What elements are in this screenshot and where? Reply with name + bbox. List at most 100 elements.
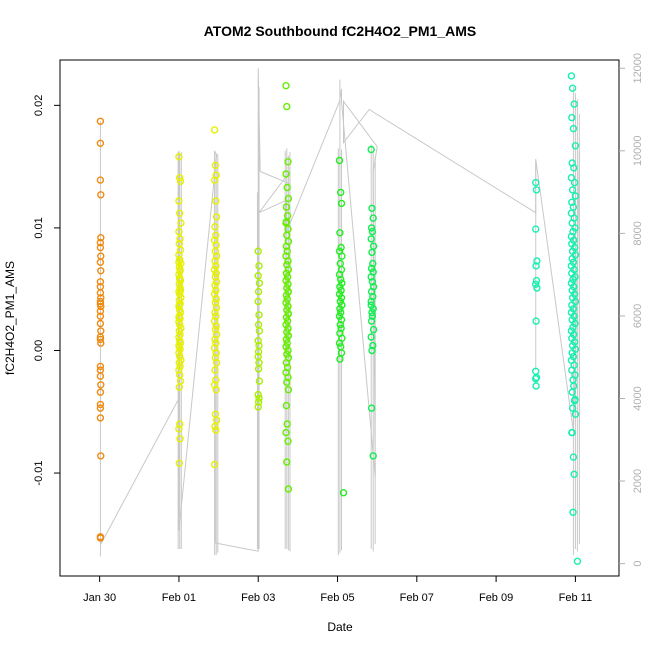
data-point-s6-23 xyxy=(369,341,377,350)
data-point-s8-66 xyxy=(568,428,576,437)
data-point-s3-3 xyxy=(255,279,264,287)
data-point-s7-4 xyxy=(532,262,540,270)
data-point-s0-18 xyxy=(96,312,105,320)
data-point-s1-48 xyxy=(175,383,184,391)
data-point-s2-1 xyxy=(211,161,220,170)
data-point-s2-7 xyxy=(212,231,220,240)
data-point-s6-19 xyxy=(368,312,377,320)
y-tick-label-3: 0.02 xyxy=(33,95,45,116)
y2-tick-label-4: 8000 xyxy=(632,221,644,245)
data-point-s0-24 xyxy=(96,362,105,371)
data-point-s1-59 xyxy=(175,341,183,350)
data-point-s2-30 xyxy=(211,335,219,344)
data-point-s3-5 xyxy=(254,297,262,306)
data-point-s4-34 xyxy=(283,328,291,336)
data-point-s1-0 xyxy=(175,153,183,161)
data-point-s2-10 xyxy=(211,247,220,255)
data-point-s4-50 xyxy=(282,428,290,437)
data-point-s8-68 xyxy=(569,508,577,516)
y2-tick-label-3: 6000 xyxy=(632,304,644,328)
data-point-s1-52 xyxy=(176,286,185,295)
data-point-s4-30 xyxy=(282,313,291,322)
data-point-s1-7 xyxy=(176,235,184,243)
data-point-s5-30 xyxy=(339,489,348,497)
data-point-s3-1 xyxy=(255,262,263,270)
data-point-s8-55 xyxy=(568,366,576,374)
data-point-s1-45 xyxy=(175,366,183,374)
data-point-s4-39 xyxy=(284,346,292,355)
data-point-s4-22 xyxy=(283,284,291,292)
data-point-s4-40 xyxy=(283,350,291,358)
data-point-s5-26 xyxy=(335,339,344,347)
data-point-s1-10 xyxy=(175,251,183,259)
data-point-s0-30 xyxy=(96,404,105,412)
data-point-s3-14 xyxy=(254,365,263,373)
data-point-s0-34 xyxy=(96,534,105,542)
x-tick-label-5: Feb 09 xyxy=(479,592,513,604)
data-point-s4-52 xyxy=(283,458,291,466)
data-point-s3-9 xyxy=(254,337,262,345)
data-point-s8-59 xyxy=(568,388,576,396)
data-point-s2-43 xyxy=(212,426,220,434)
data-point-s4-42 xyxy=(282,359,291,367)
data-point-s2-17 xyxy=(212,278,221,286)
data-point-s0-6 xyxy=(96,243,105,252)
data-point-s4-53 xyxy=(284,485,293,493)
data-point-s1-53 xyxy=(175,301,184,309)
chart-title: ATOM2 Southbound fC2H4O2_PM1_AMS xyxy=(204,23,477,39)
data-point-s4-24 xyxy=(282,291,291,299)
data-point-s5-21 xyxy=(337,316,346,324)
data-point-s1-44 xyxy=(176,362,184,371)
data-point-s5-12 xyxy=(336,283,344,291)
data-point-s4-17 xyxy=(284,265,293,274)
data-point-s4-49 xyxy=(283,420,291,428)
data-point-s8-4 xyxy=(569,124,578,133)
data-point-s0-3 xyxy=(97,191,105,199)
data-point-s8-46 xyxy=(570,330,578,339)
data-point-s0-5 xyxy=(96,238,105,247)
data-point-s4-29 xyxy=(284,310,293,318)
data-point-s6-25 xyxy=(367,404,376,412)
data-point-s3-16 xyxy=(254,390,262,399)
data-point-s1-3 xyxy=(175,197,183,205)
data-point-s6-2 xyxy=(369,214,377,222)
data-point-s0-10 xyxy=(96,278,105,286)
x-axis: Jan 30 Feb 01 Feb 03 Feb 05 Feb 07 Feb 09 Feb … xyxy=(83,576,592,604)
data-point-s4-46 xyxy=(283,378,291,386)
data-point-s5-3 xyxy=(336,229,344,237)
y-tick-label-0: -0.01 xyxy=(33,461,45,486)
data-point-s6-27 xyxy=(367,301,375,309)
data-point-s4-48 xyxy=(282,401,291,410)
data-point-s8-3 xyxy=(568,113,576,122)
data-point-s6-5 xyxy=(367,235,375,243)
data-point-s0-9 xyxy=(97,267,105,275)
data-point-s6-16 xyxy=(367,297,375,306)
data-point-s0-29 xyxy=(96,400,105,409)
data-point-s6-1 xyxy=(368,204,376,213)
data-point-s2-5 xyxy=(212,213,221,221)
data-point-s8-38 xyxy=(568,301,576,309)
data-point-s0-8 xyxy=(96,258,105,266)
data-point-s2-13 xyxy=(212,262,220,270)
data-point-s4-33 xyxy=(284,324,292,333)
data-point-s8-43 xyxy=(571,319,579,328)
data-point-s1-2 xyxy=(176,177,185,186)
data-point-s2-14 xyxy=(210,265,219,274)
data-point-s4-15 xyxy=(284,257,292,265)
data-point-s2-6 xyxy=(211,222,219,231)
data-point-s0-4 xyxy=(97,233,105,242)
x-tick-label-0: Jan 30 xyxy=(83,592,116,604)
data-point-s1-55 xyxy=(175,420,184,428)
data-point-s8-0 xyxy=(567,72,576,80)
data-point-s0-14 xyxy=(96,297,105,306)
data-point-s5-1 xyxy=(337,188,345,197)
data-point-s2-27 xyxy=(212,322,220,330)
data-point-s3-8 xyxy=(255,327,264,335)
data-point-s3-0 xyxy=(254,247,262,255)
data-point-s5-20 xyxy=(335,312,344,320)
data-point-s0-26 xyxy=(96,372,105,380)
data-point-s1-51 xyxy=(175,275,184,284)
data-point-s4-13 xyxy=(283,247,291,255)
data-point-s8-1 xyxy=(568,84,577,92)
data-point-s1-56 xyxy=(175,425,183,433)
